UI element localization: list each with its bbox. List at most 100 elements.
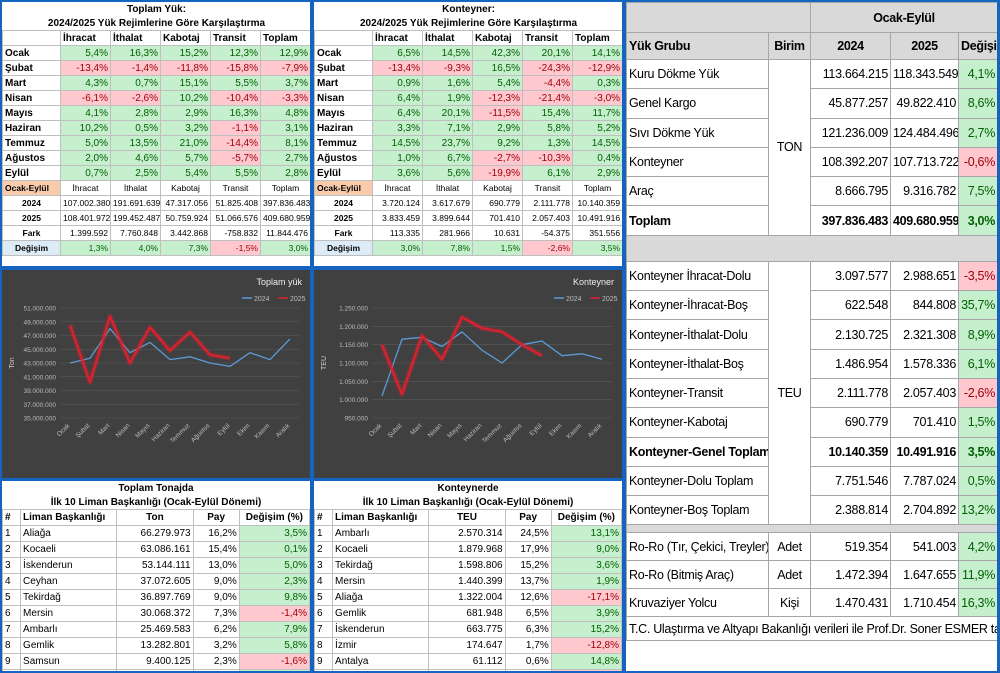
- summary-row-label: Değişim: [314, 240, 373, 256]
- cargo-group: Kruvaziyer Yolcu: [626, 588, 769, 618]
- cargo-group: Konteyner-Kabotaj: [626, 407, 769, 438]
- amount: 8.982.425: [116, 669, 194, 671]
- rank: 2: [314, 541, 334, 558]
- port-row: 6 Mersin 30.068.372 7,3% -1,4%: [2, 605, 310, 622]
- series-line: [69, 315, 231, 384]
- summary-value: 7.760.848: [110, 225, 161, 241]
- change: 7,5%: [957, 176, 997, 207]
- title-row: Konteynerde: [315, 481, 622, 495]
- header-row: # Liman Başkanlığı TEU Pay Değişim (%): [314, 509, 622, 526]
- column-header: İthalat: [110, 30, 161, 46]
- change-cell: 42,3%: [472, 45, 523, 61]
- v2025: 701.410: [890, 407, 959, 438]
- title: Toplam Tonajda: [118, 482, 194, 494]
- change: 4,1%: [957, 58, 997, 90]
- v2025: 2.988.651: [890, 260, 959, 292]
- summary-column: İhracat: [60, 180, 111, 196]
- y-tick-label: 45.000.000: [23, 347, 56, 354]
- change-cell: 3,7%: [260, 75, 310, 91]
- column-header: Transit: [210, 30, 261, 46]
- v2025: 844.808: [890, 290, 959, 321]
- change: 7,9%: [238, 621, 310, 638]
- column-header: Değişim (%): [550, 509, 622, 526]
- x-tick-label: Ekim: [548, 422, 563, 437]
- change-cell: 5,7%: [160, 150, 211, 166]
- v2024: 8.666.795: [810, 176, 891, 207]
- change: 8,6%: [957, 88, 997, 119]
- cargo-group: Konteyner-İhracat-Boş: [626, 290, 769, 321]
- rank: 4: [314, 573, 334, 590]
- header-row: # Liman Başkanlığı Ton Pay Değişim (%): [2, 509, 310, 526]
- cargo-group: Ro-Ro (Tır, Çekici, Treyler): [626, 532, 769, 562]
- ranking-table: Konteynerde İlk 10 Liman Başkanlığı (Ocak…: [314, 481, 622, 671]
- data-row: Kuru Dökme Yük TON 113.664.215 118.343.549 4…: [626, 58, 997, 236]
- column-header: İthalat: [422, 30, 473, 46]
- change-cell: 2,8%: [260, 165, 310, 181]
- port: İskenderun: [332, 621, 430, 638]
- port-row: 8 Gemlik 13.282.801 3,2% 5,8%: [2, 637, 310, 654]
- header-row: Yük GrubuBirim20242025Değişim: [626, 32, 997, 60]
- y-tick-label: 39.000.000: [23, 388, 56, 395]
- change-cell: 3,6%: [372, 165, 423, 181]
- change: 3,9%: [550, 605, 622, 622]
- v2024: 1.470.431: [810, 588, 891, 618]
- change-cell: -3,3%: [260, 90, 310, 106]
- rank: 9: [2, 653, 22, 670]
- summary-column: İthalat: [422, 180, 473, 196]
- line-chart: Konteyner 2024 2025 TEU 950.000 1.000.000 1.05…: [321, 277, 618, 445]
- port: Kocaeli: [332, 541, 430, 558]
- port-row: 5 Aliağa 1.322.004 12,6% -17,1%: [314, 589, 622, 606]
- ranking-table: Toplam Tonajda İlk 10 Liman Başkanlığı (O…: [2, 481, 310, 671]
- data-row: Konteyner-İhracat-Boş 622.548 844.808 35,7%: [626, 290, 997, 321]
- change-cell: -5,7%: [210, 150, 261, 166]
- summary-value: 107.002.380: [60, 195, 111, 211]
- change-cell: 14,1%: [571, 45, 622, 61]
- data-row: Ro-Ro (Tır, Çekici, Treyler) Adet 519.354 5…: [626, 532, 997, 562]
- share: 13,0%: [192, 557, 240, 574]
- summary-row: 2025 108.401.972 199.452.487 50.759.924 51.0…: [2, 210, 310, 226]
- rank: 9: [314, 653, 334, 670]
- subtitle-row: 2024/2025 Yük Rejimlerine Göre Karşılaşt…: [315, 16, 623, 31]
- change-cell: 16,5%: [472, 60, 523, 76]
- summary-value: -54.375: [522, 225, 573, 241]
- month-row: Ağustos 1,0% 6,7% -2,7% -10,3% 0,4%: [314, 150, 622, 166]
- summary-value: 3.833.459: [372, 210, 423, 226]
- month-row: Mayıs 6,4% 20,1% -11,5% 15,4% 11,7%: [314, 105, 622, 121]
- change-cell: -11,8%: [160, 60, 211, 76]
- summary-row: Fark 1.399.592 7.760.848 3.442.868 -758.832 1…: [2, 225, 310, 241]
- column-header: #: [2, 509, 22, 526]
- change-cell: 5,4%: [160, 165, 211, 181]
- summary-header: Ocak-Eylül İhracat İthalat Kabotaj Transit To…: [2, 180, 310, 196]
- v2024: 690.779: [810, 407, 891, 438]
- column-header: Liman Başkanlığı: [20, 509, 118, 526]
- port: İskenderun: [20, 557, 118, 574]
- x-tick-label: Nisan: [115, 422, 132, 439]
- month-label: Nisan: [314, 90, 373, 106]
- amount: 2.570.314: [428, 525, 506, 542]
- y-tick-label: 1.050.000: [339, 379, 368, 386]
- port-row: 9 Samsun 9.400.125 2,3% -1,6%: [2, 653, 310, 670]
- data-row: Konteyner-Boş Toplam 2.388.814 2.704.892 13…: [626, 495, 997, 526]
- amount: 1.440.399: [428, 573, 506, 590]
- change-cell: 14,5%: [372, 135, 423, 151]
- v2024: 3.097.577: [810, 260, 891, 292]
- v2024: 113.664.215: [810, 58, 891, 90]
- legend-label: 2025: [602, 296, 618, 303]
- change-cell: -10,3%: [522, 150, 573, 166]
- month-label: Mart: [314, 75, 373, 91]
- amount: 30.068.372: [116, 605, 194, 622]
- month-label: Ağustos: [2, 150, 61, 166]
- change-cell: 4,1%: [60, 105, 111, 121]
- month-label: Ocak: [314, 45, 373, 61]
- change: 5,8%: [238, 637, 310, 654]
- column-header: Toplam: [571, 30, 622, 46]
- rank: 3: [314, 557, 334, 574]
- month-row: Temmuz 14,5% 23,7% 9,2% 1,3% 14,5%: [314, 135, 622, 151]
- summary-column: İhracat: [372, 180, 423, 196]
- line-chart: Toplam yük 2024 2025 Ton 35.000.000 37.000.00…: [9, 277, 306, 445]
- y-tick-label: 1.150.000: [339, 342, 368, 349]
- month-row: Şubat -13,4% -9,3% 16,5% -24,3% -12,9%: [314, 60, 622, 76]
- change: -2,6%: [957, 377, 997, 409]
- v2024: 45.877.257: [810, 88, 891, 119]
